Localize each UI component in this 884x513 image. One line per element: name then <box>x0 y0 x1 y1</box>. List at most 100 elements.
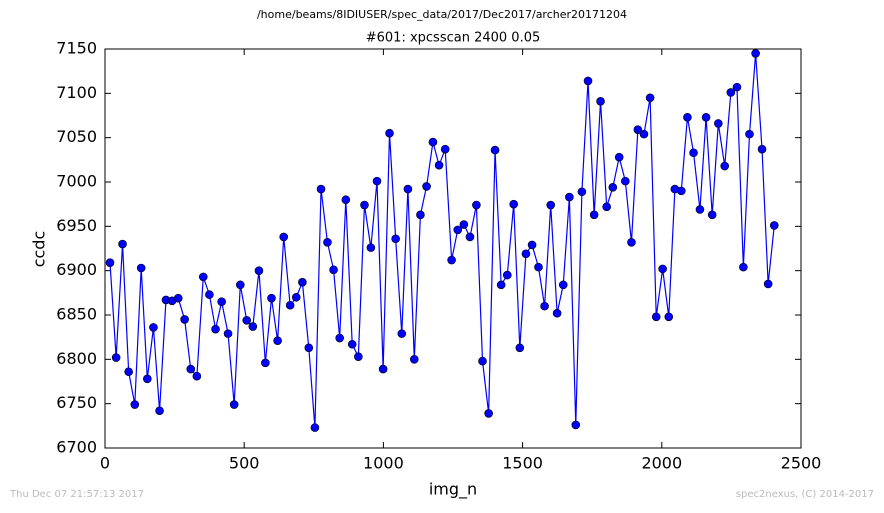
point <box>676 186 686 196</box>
x-tick-label: 2000 <box>641 454 682 473</box>
point <box>316 184 326 194</box>
point <box>720 161 730 171</box>
point <box>707 210 717 220</box>
footer-left: Thu Dec 07 21:57:13 2017 <box>9 489 144 500</box>
point <box>130 400 140 409</box>
point <box>546 200 556 210</box>
point <box>639 129 649 139</box>
point <box>198 272 208 282</box>
y-tick-label: 6800 <box>56 349 97 368</box>
y-tick-label: 6900 <box>56 260 97 279</box>
point <box>502 270 512 280</box>
point <box>496 280 506 290</box>
point <box>236 280 245 290</box>
point <box>143 374 152 384</box>
x-tick-label: 0 <box>100 454 110 473</box>
point <box>229 400 239 409</box>
point <box>267 293 276 303</box>
point <box>757 144 767 154</box>
point <box>304 343 314 353</box>
point <box>608 183 618 192</box>
point <box>602 202 611 212</box>
point <box>372 176 382 186</box>
point <box>111 353 121 362</box>
point <box>633 125 643 134</box>
x-axis-label: img_n <box>429 480 477 500</box>
point <box>347 339 357 349</box>
point <box>453 225 463 235</box>
point <box>695 205 705 214</box>
point <box>217 297 226 307</box>
header-path: /home/beams/8IDIUSER/spec_data/2017/Dec2… <box>257 8 627 21</box>
point <box>391 234 400 244</box>
point <box>223 329 233 338</box>
point <box>310 423 320 432</box>
point <box>577 187 587 197</box>
point <box>360 200 369 210</box>
point <box>701 112 711 122</box>
point <box>614 152 624 162</box>
point <box>565 192 574 202</box>
point <box>751 49 760 58</box>
y-tick-label: 6850 <box>56 305 97 324</box>
point <box>385 128 394 138</box>
point <box>155 406 164 416</box>
point <box>558 280 568 290</box>
point <box>279 232 289 242</box>
point <box>534 262 543 272</box>
point <box>261 358 270 368</box>
x-tick-label: 1000 <box>363 454 404 473</box>
point <box>527 240 537 250</box>
point <box>118 239 127 249</box>
y-tick-label: 7050 <box>56 127 97 146</box>
y-tick-label: 7150 <box>56 39 97 58</box>
point <box>366 243 376 252</box>
point <box>397 329 407 338</box>
point <box>428 137 438 147</box>
point <box>521 249 531 259</box>
point <box>285 300 295 310</box>
footer-right: spec2nexus, (C) 2014-2017 <box>736 489 874 500</box>
point <box>509 199 518 209</box>
y-axis-label: ccdc <box>30 231 49 268</box>
point <box>341 195 351 205</box>
point <box>192 371 202 381</box>
point <box>745 129 754 139</box>
y-tick-label: 6700 <box>56 438 97 457</box>
point <box>664 312 674 322</box>
point <box>149 323 158 332</box>
point <box>472 200 481 210</box>
point <box>354 352 363 361</box>
point <box>323 237 332 247</box>
x-tick-label: 1500 <box>502 454 543 473</box>
point <box>645 93 655 103</box>
point <box>552 308 562 318</box>
x-tick-label: 500 <box>229 454 260 473</box>
point <box>540 301 549 311</box>
chart-title: #601: xpcsscan 2400 0.05 <box>366 31 541 46</box>
point <box>205 290 214 299</box>
point <box>136 263 146 273</box>
y-tick-label: 6750 <box>56 393 97 412</box>
point <box>291 292 301 302</box>
point <box>105 258 115 267</box>
point <box>627 237 636 247</box>
point <box>621 176 630 186</box>
point <box>769 221 779 230</box>
point <box>459 220 469 229</box>
point <box>422 182 431 191</box>
point <box>763 279 773 289</box>
point <box>515 343 525 353</box>
y-tick-label: 7100 <box>56 83 97 102</box>
point <box>440 144 450 154</box>
point <box>410 355 419 364</box>
point <box>403 184 413 194</box>
point <box>589 210 599 220</box>
point <box>298 277 307 287</box>
point <box>273 336 282 346</box>
point <box>596 97 605 106</box>
point <box>732 82 742 92</box>
point <box>571 420 581 430</box>
point <box>335 333 344 343</box>
